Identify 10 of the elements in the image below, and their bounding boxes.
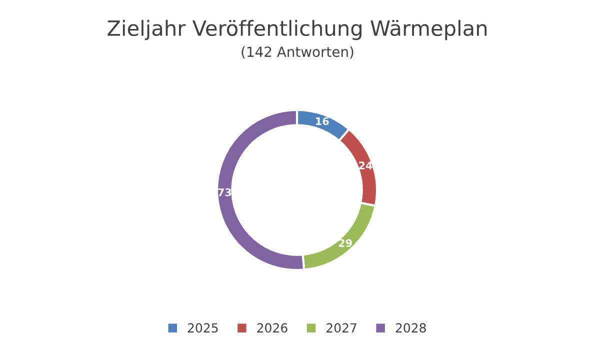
legend-label: 2027 [326, 323, 356, 333]
data-label: 73 [218, 188, 232, 196]
legend-label: 2026 [257, 323, 288, 333]
data-label: 29 [338, 239, 352, 247]
chart-subtitle: (142 Antworten) [242, 46, 354, 59]
data-label: 16 [316, 117, 329, 126]
chart-title: Zieljahr Veröffentlichung Wärmeplan [108, 20, 487, 40]
data-label: 24 [359, 162, 372, 170]
legend-label: 2025 [188, 323, 218, 333]
legend-label: 2028 [396, 323, 426, 333]
